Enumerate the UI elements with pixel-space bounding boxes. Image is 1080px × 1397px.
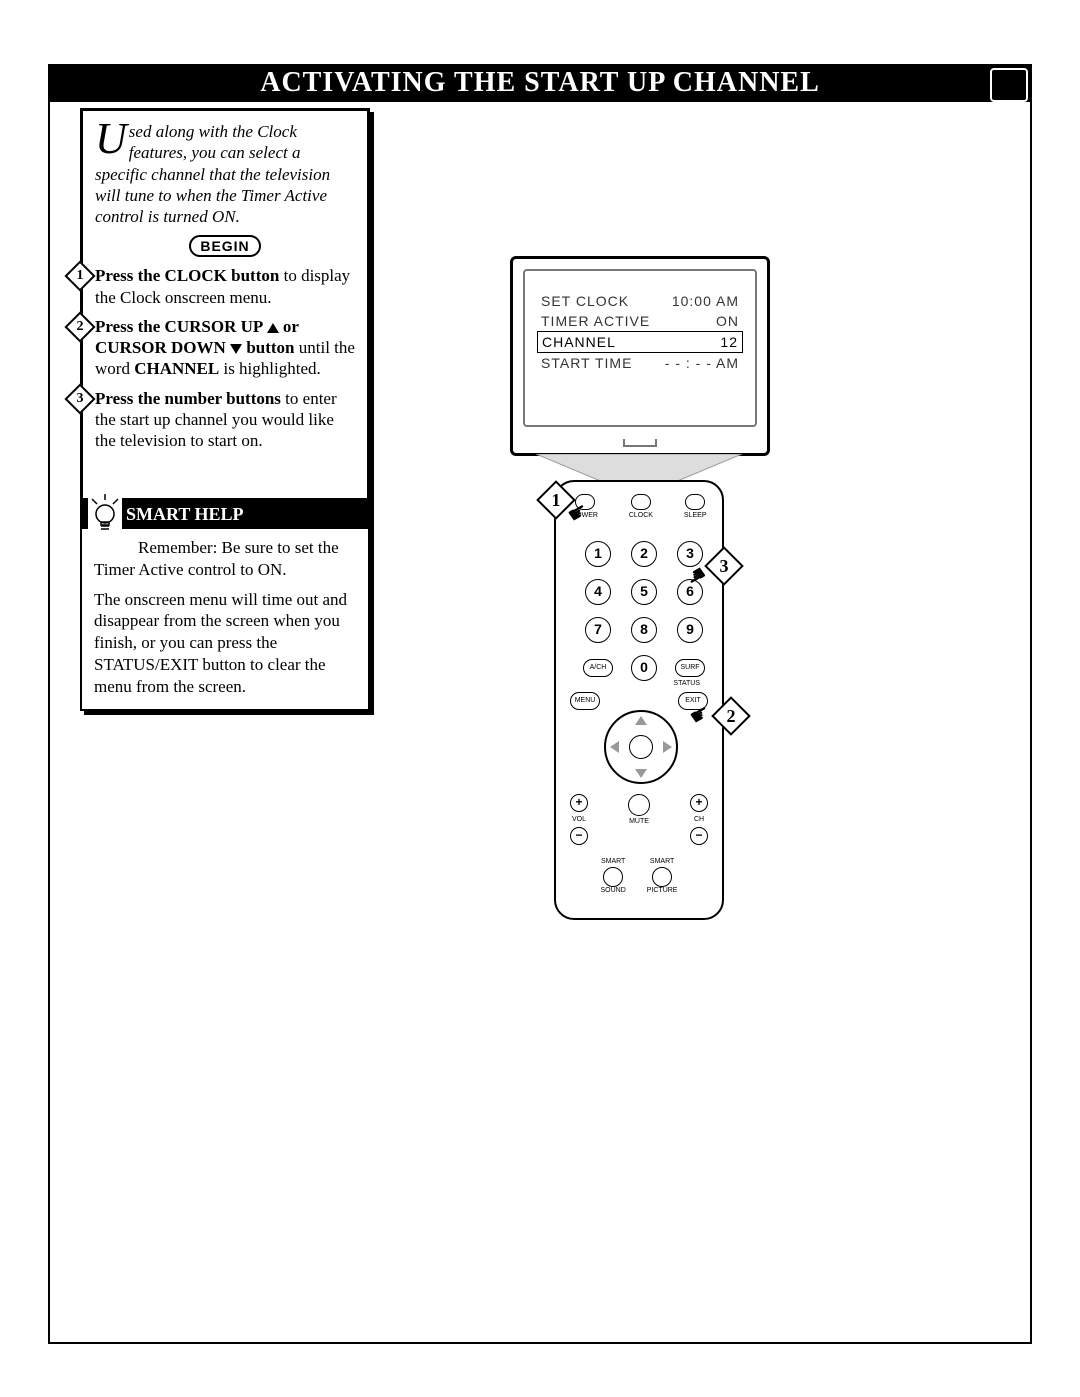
begin-badge: BEGIN <box>189 235 261 257</box>
step-2: 2 Press the CURSOR UP or CURSOR DOWN but… <box>95 316 355 380</box>
num-3-button[interactable]: 3 <box>677 541 703 567</box>
tv-row-channel: CHANNEL 12 <box>537 331 743 353</box>
vol-down-button[interactable]: − <box>570 827 588 845</box>
tv-row-value: 12 <box>720 334 738 350</box>
remote-top-row: POWER CLOCK SLEEP <box>556 494 722 519</box>
callout-2: 2 <box>715 700 747 732</box>
help-p2: The onscreen menu will time out and disa… <box>94 589 356 698</box>
tv-row-value: - - : - - AM <box>665 355 739 371</box>
intro-dropcap: U <box>95 121 129 157</box>
num-8-button[interactable]: 8 <box>631 617 657 643</box>
ach-button[interactable]: A/CH <box>583 659 613 677</box>
step-2-b3: button <box>242 338 294 357</box>
mute-button[interactable]: MUTE <box>628 794 650 825</box>
intro-body: sed along with the Clock features, you c… <box>95 122 330 226</box>
tv-row-label: CHANNEL <box>542 334 616 350</box>
callout-1: 1 <box>540 484 572 516</box>
tv-row-label: START TIME <box>541 355 632 371</box>
smart-help-title: SMART HELP <box>126 504 244 524</box>
num-2-button[interactable]: 2 <box>631 541 657 567</box>
step-2-rest2: is highlighted. <box>219 359 321 378</box>
step-1: 1 Press the CLOCK button to display the … <box>95 265 355 308</box>
sleep-button[interactable]: SLEEP <box>684 494 707 519</box>
tv-menu: SET CLOCK 10:00 AM TIMER ACTIVE ON CHANN… <box>523 269 757 427</box>
stop-badge: STOP <box>207 459 243 495</box>
intro-text: Used along with the Clock features, you … <box>95 121 355 227</box>
smart-sound-button[interactable]: SMARTSOUND <box>600 858 625 894</box>
number-pad: 1 2 3 4 5 6 7 8 9 A/CH 0 SURF <box>578 536 710 686</box>
remote-control: POWER CLOCK SLEEP 1 2 3 4 5 6 7 8 9 A/CH… <box>554 480 724 920</box>
num-1-button[interactable]: 1 <box>585 541 611 567</box>
tv-row-value: ON <box>716 313 739 329</box>
ch-up-button[interactable]: + <box>690 794 708 812</box>
step-3-bold: Press the number buttons <box>95 389 281 408</box>
tv-row-timeractive: TIMER ACTIVE ON <box>537 311 743 331</box>
volume-controls: + VOL − <box>570 794 588 845</box>
power-button[interactable]: POWER <box>571 494 597 519</box>
step-3-number: 3 <box>69 388 91 410</box>
smart-help-box: SMART HELP Remember: Be sure to set the … <box>80 498 370 711</box>
help-p1: Remember: Be sure to set the Timer Activ… <box>94 537 356 581</box>
clock-button[interactable]: CLOCK <box>629 494 653 519</box>
down-arrow-icon <box>230 344 242 354</box>
smart-picture-button[interactable]: SMARTPICTURE <box>647 858 678 894</box>
tv-row-label: TIMER ACTIVE <box>541 313 650 329</box>
cursor-pad[interactable] <box>592 708 690 786</box>
num-6-button[interactable]: 6 <box>677 579 703 605</box>
ch-down-button[interactable]: − <box>690 827 708 845</box>
cursor-left-icon[interactable] <box>610 741 619 753</box>
lightbulb-icon <box>88 494 122 538</box>
num-4-button[interactable]: 4 <box>585 579 611 605</box>
status-label: STATUS <box>673 680 700 687</box>
num-7-button[interactable]: 7 <box>585 617 611 643</box>
step-3: 3 Press the number buttons to enter the … <box>95 388 355 452</box>
vol-label: VOL <box>572 816 586 823</box>
step-2-number: 2 <box>69 316 91 338</box>
tv-row-starttime: START TIME - - : - - AM <box>537 353 743 373</box>
num-5-button[interactable]: 5 <box>631 579 657 605</box>
surf-button[interactable]: SURF <box>675 659 705 677</box>
ch-label: CH <box>694 816 704 823</box>
step-1-bold: Press the CLOCK button <box>95 266 279 285</box>
num-9-button[interactable]: 9 <box>677 617 703 643</box>
cursor-right-icon[interactable] <box>663 741 672 753</box>
cursor-up-icon[interactable] <box>635 716 647 725</box>
step-2-b1: Press the CURSOR UP <box>95 317 267 336</box>
tv-row-label: SET CLOCK <box>541 293 629 309</box>
up-arrow-icon <box>267 323 279 333</box>
tv-stand-icon <box>623 439 657 447</box>
tv-screen: SET CLOCK 10:00 AM TIMER ACTIVE ON CHANN… <box>510 256 770 456</box>
step-2-b4: CHANNEL <box>134 359 219 378</box>
cursor-down-icon[interactable] <box>635 769 647 778</box>
smart-help-header: SMART HELP <box>82 500 368 529</box>
channel-controls: + CH − <box>690 794 708 845</box>
step-1-number: 1 <box>69 265 91 287</box>
instructions-box: Used along with the Clock features, you … <box>80 108 370 512</box>
vol-up-button[interactable]: + <box>570 794 588 812</box>
callout-3: 3 <box>708 550 740 582</box>
tv-row-value: 10:00 AM <box>672 293 739 309</box>
num-0-button[interactable]: 0 <box>631 655 657 681</box>
tv-row-setclock: SET CLOCK 10:00 AM <box>537 291 743 311</box>
